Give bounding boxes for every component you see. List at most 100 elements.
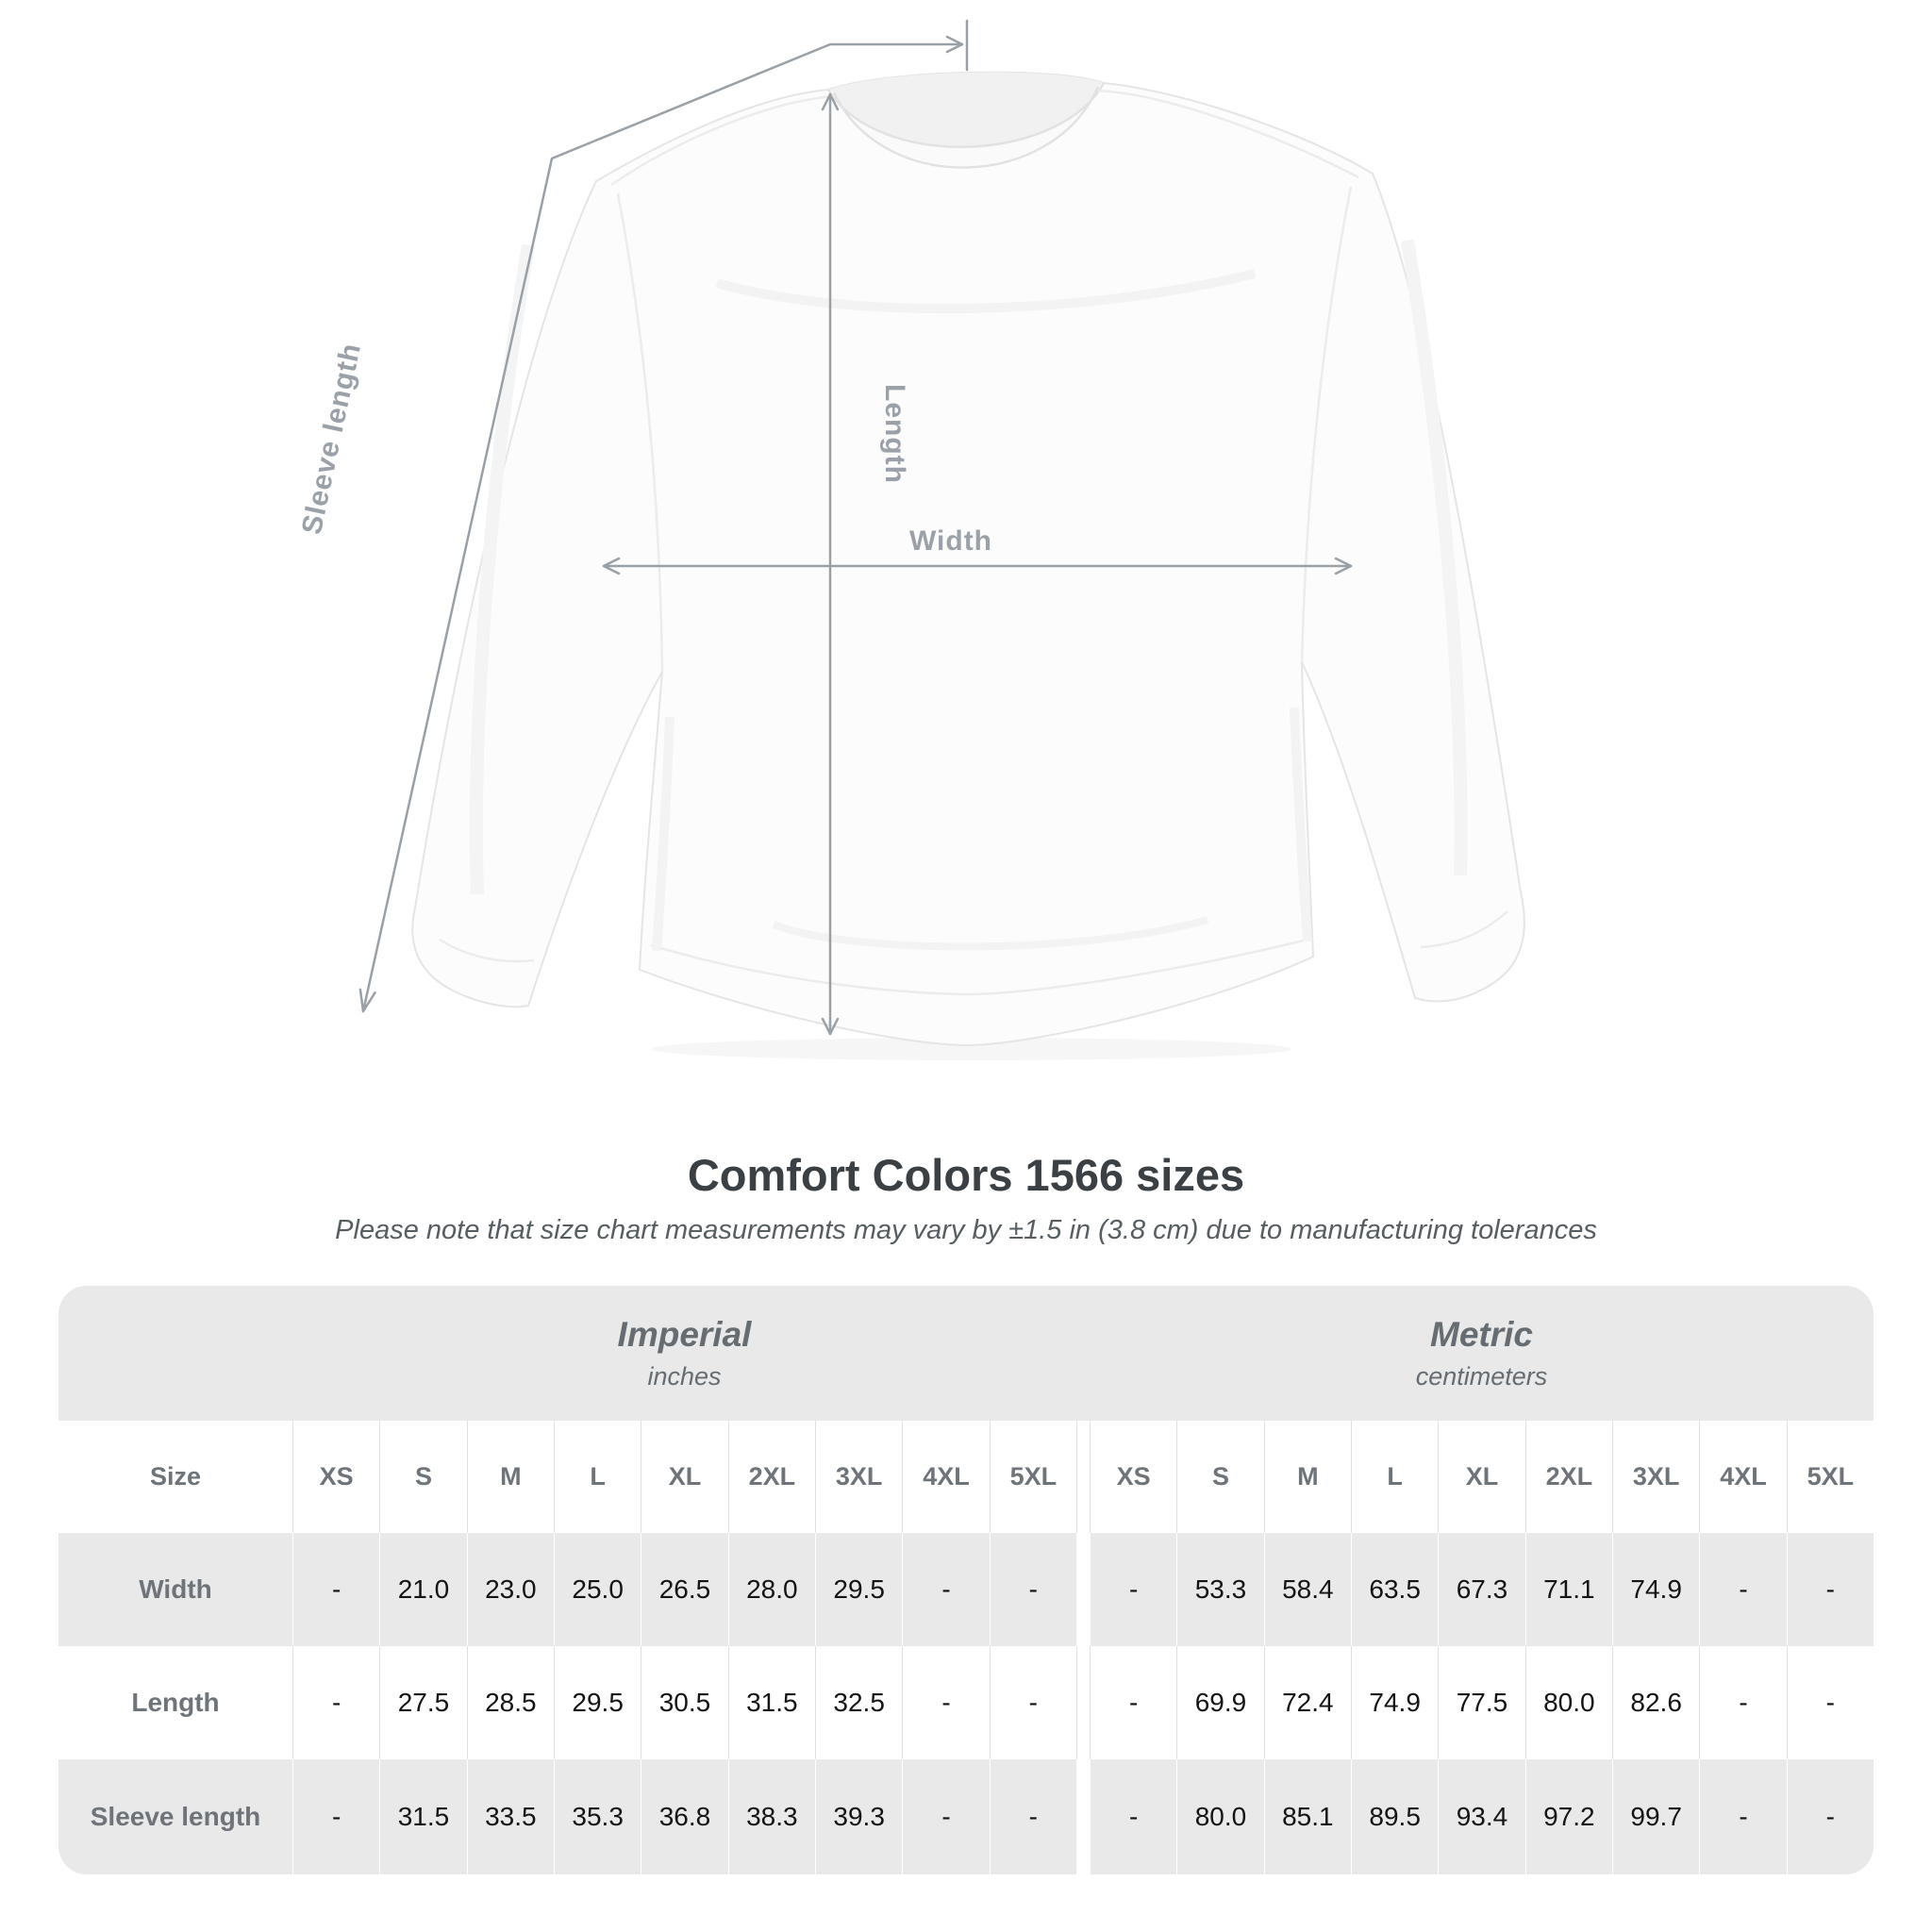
length-measure-label: Length <box>879 384 910 484</box>
tolerance-note: Please note that size chart measurements… <box>335 1215 1597 1245</box>
sleeve-length-arrow <box>358 19 969 1013</box>
width-arrow <box>602 557 1353 575</box>
page-title: Comfort Colors 1566 sizes <box>687 1150 1245 1200</box>
value-cell-imperial: 26.5 <box>641 1533 727 1646</box>
value-cell-imperial: - <box>989 1533 1076 1646</box>
collar-seams <box>826 82 1106 169</box>
value-cell-imperial: - <box>292 1533 379 1646</box>
imperial-unit-label: inches <box>647 1362 722 1391</box>
value-cell-imperial: 30.5 <box>641 1646 727 1759</box>
value-cell-metric: 71.1 <box>1524 1533 1612 1646</box>
sweatshirt-diagram <box>358 19 1525 1060</box>
size-header-imperial: M <box>466 1421 554 1533</box>
group-gap <box>1076 1759 1090 1874</box>
size-header-metric: XL <box>1438 1421 1524 1533</box>
value-cell-imperial: 36.8 <box>641 1759 727 1874</box>
value-cell-metric: 93.4 <box>1438 1759 1524 1874</box>
value-cell-imperial: - <box>292 1759 379 1874</box>
size-header-imperial: 5XL <box>989 1421 1076 1533</box>
garment-shadow <box>651 1038 1292 1060</box>
value-cell-imperial: - <box>902 1646 989 1759</box>
width-measure-label: Width <box>908 525 993 557</box>
metric-group-header: Metric centimeters <box>1090 1286 1874 1421</box>
size-header-imperial: 3XL <box>815 1421 902 1533</box>
value-cell-metric: - <box>1786 1646 1874 1759</box>
size-table: Imperial inches Metric centimeters Size X… <box>58 1286 1874 1874</box>
collar-band <box>828 83 1104 168</box>
value-cell-imperial: - <box>902 1533 989 1646</box>
sweatshirt-illustration <box>411 71 1525 1060</box>
value-cell-metric: 89.5 <box>1351 1759 1438 1874</box>
measurement-row-label: Sleeve length <box>90 1802 261 1831</box>
measurement-row-label: Width <box>139 1574 212 1604</box>
value-cell-imperial: 39.3 <box>815 1759 902 1874</box>
value-cell-metric: - <box>1090 1759 1176 1874</box>
size-table-body: Width -21.0 23.0 25.0 26.5 28.0 29.5- - -53.3 58.… <box>58 1533 1874 1874</box>
value-cell-metric: - <box>1786 1533 1874 1646</box>
length-arrow <box>821 92 840 1036</box>
size-header-metric: 3XL <box>1612 1421 1699 1533</box>
size-header-metric: 2XL <box>1524 1421 1612 1533</box>
group-gap <box>1076 1533 1090 1646</box>
value-cell-metric: 99.7 <box>1612 1759 1699 1874</box>
value-cell-metric: 77.5 <box>1438 1646 1524 1759</box>
metric-label: Metric <box>1430 1315 1533 1354</box>
size-header-row: Size XS S M L XL 2XL 3XL 4XL 5XL XS S M L XL 2XL 3XL 4XL 5… <box>58 1421 1874 1533</box>
value-cell-metric: 67.3 <box>1438 1533 1524 1646</box>
garment-body <box>411 71 1525 1047</box>
value-cell-imperial: - <box>989 1759 1076 1874</box>
value-cell-metric: 80.0 <box>1524 1646 1612 1759</box>
value-cell-imperial: 33.5 <box>466 1759 554 1874</box>
size-header-imperial: 4XL <box>902 1421 989 1533</box>
value-cell-metric: - <box>1090 1533 1176 1646</box>
value-cell-imperial: 29.5 <box>554 1646 641 1759</box>
value-cell-metric: 97.2 <box>1524 1759 1612 1874</box>
value-cell-metric: 53.3 <box>1176 1533 1263 1646</box>
value-cell-metric: 80.0 <box>1176 1759 1263 1874</box>
collar-back <box>828 72 1104 147</box>
value-cell-imperial: 21.0 <box>379 1533 466 1646</box>
value-cell-imperial: 35.3 <box>554 1759 641 1874</box>
garment-seams <box>439 89 1508 996</box>
measurement-row-label: Length <box>131 1688 220 1717</box>
size-header-metric: XS <box>1090 1421 1176 1533</box>
table-row: Length -27.5 28.5 29.5 30.5 31.5 32.5- - -69.9 72… <box>58 1646 1874 1759</box>
group-gap <box>1076 1421 1090 1533</box>
value-cell-imperial: 31.5 <box>379 1759 466 1874</box>
size-header-metric: 4XL <box>1699 1421 1786 1533</box>
value-cell-metric: 63.5 <box>1351 1533 1438 1646</box>
value-cell-imperial: 32.5 <box>815 1646 902 1759</box>
value-cell-imperial: 38.3 <box>727 1759 815 1874</box>
size-header-imperial: L <box>554 1421 641 1533</box>
imperial-label: Imperial <box>617 1315 752 1354</box>
size-header-imperial: XL <box>641 1421 727 1533</box>
value-cell-imperial: - <box>292 1646 379 1759</box>
table-row: Sleeve length -31.5 33.5 35.3 36.8 38.3 39.3- -… <box>58 1759 1874 1874</box>
value-cell-metric: 85.1 <box>1263 1759 1351 1874</box>
value-cell-imperial: 31.5 <box>727 1646 815 1759</box>
value-cell-metric: 74.9 <box>1351 1646 1438 1759</box>
value-cell-imperial: 29.5 <box>815 1533 902 1646</box>
value-cell-imperial: - <box>989 1646 1076 1759</box>
size-header-imperial: XS <box>292 1421 379 1533</box>
value-cell-metric: 69.9 <box>1176 1646 1263 1759</box>
imperial-group-header: Imperial inches <box>292 1286 1076 1421</box>
size-header-metric: S <box>1176 1421 1263 1533</box>
size-header-imperial: S <box>379 1421 466 1533</box>
value-cell-imperial: 28.0 <box>727 1533 815 1646</box>
size-header-metric: M <box>1263 1421 1351 1533</box>
value-cell-metric: 58.4 <box>1263 1533 1351 1646</box>
band-spacer <box>58 1286 292 1421</box>
value-cell-imperial: 25.0 <box>554 1533 641 1646</box>
size-column-header: Size <box>149 1462 202 1491</box>
table-row: Width -21.0 23.0 25.0 26.5 28.0 29.5- - -53.3 58.… <box>58 1533 1874 1646</box>
fabric-shading <box>469 239 1468 952</box>
band-gap <box>1076 1286 1090 1421</box>
value-cell-imperial: 27.5 <box>379 1646 466 1759</box>
size-header-imperial: 2XL <box>727 1421 815 1533</box>
value-cell-imperial: 23.0 <box>466 1533 554 1646</box>
unit-band: Imperial inches Metric centimeters <box>58 1286 1874 1421</box>
value-cell-metric: - <box>1786 1759 1874 1874</box>
value-cell-metric: 82.6 <box>1612 1646 1699 1759</box>
